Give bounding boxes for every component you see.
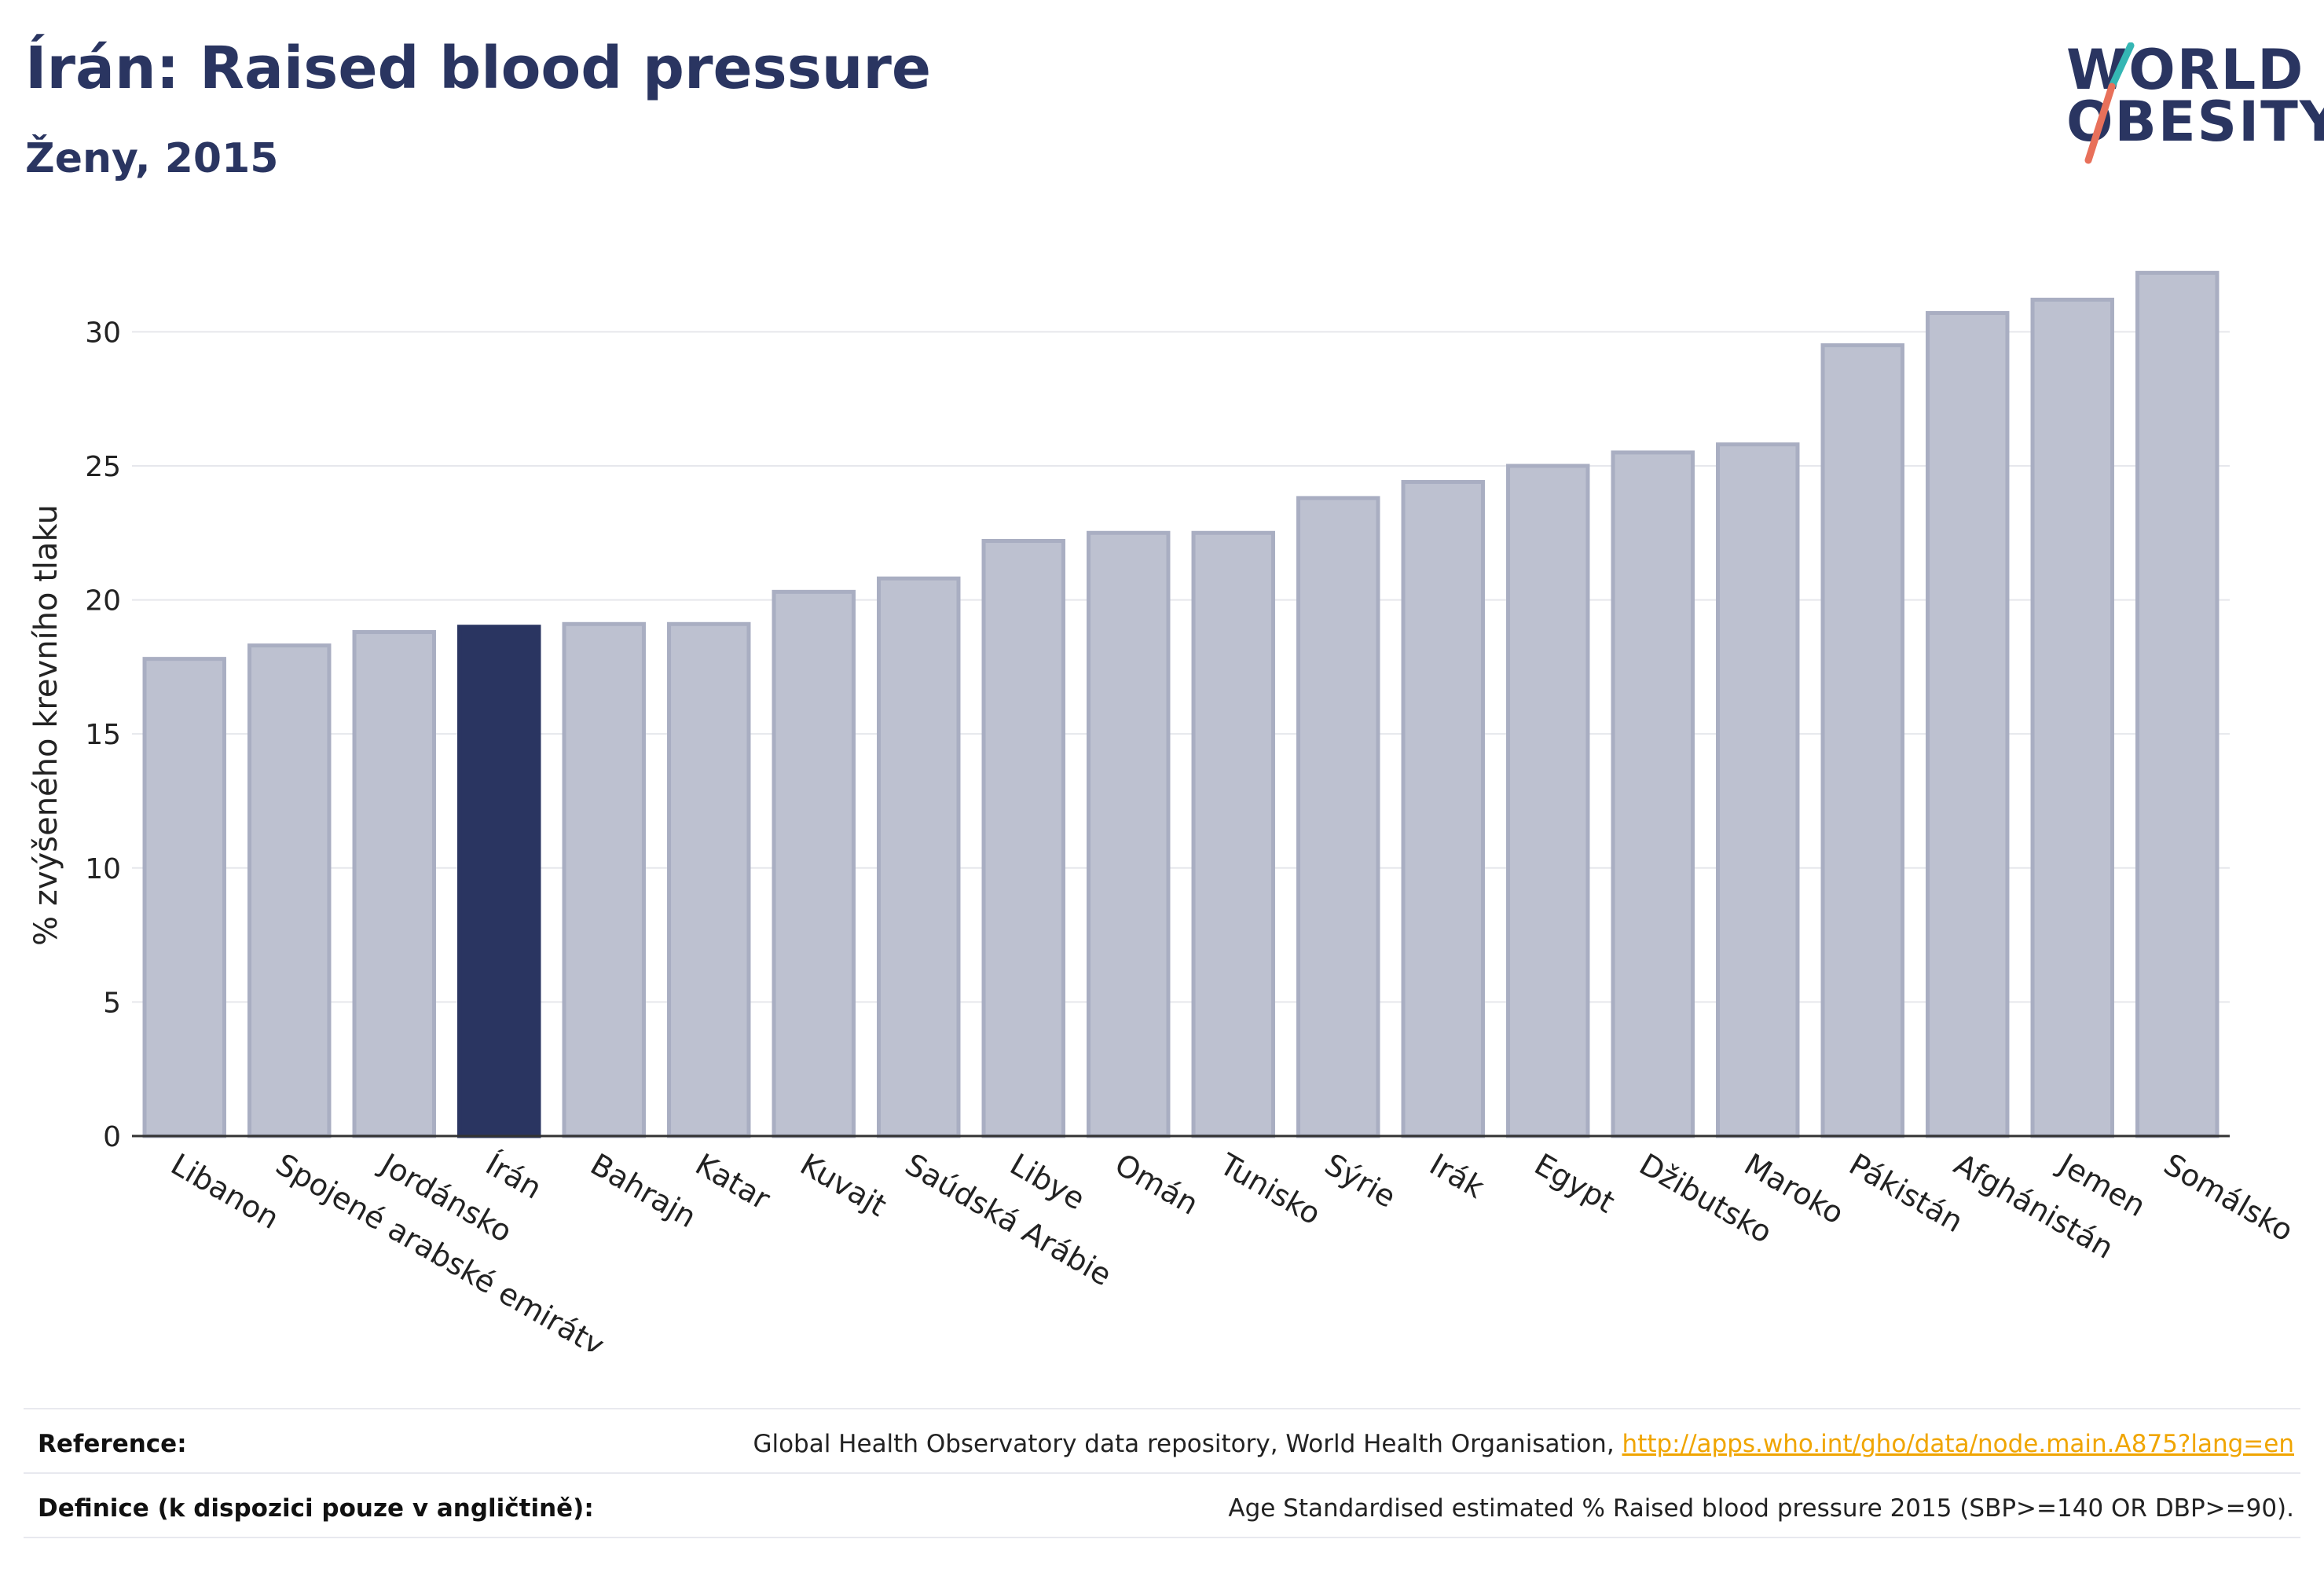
- footer-reference-row: Reference: Global Health Observatory dat…: [38, 1430, 2294, 1477]
- y-tick-label: 10: [85, 853, 121, 885]
- reference-value: Global Health Observatory data repositor…: [753, 1430, 2294, 1458]
- x-tick-label: Pákistán: [1843, 1147, 1969, 1240]
- bars: [142, 270, 2220, 1138]
- bar-10[interactable]: [1191, 530, 1275, 1138]
- bar-17[interactable]: [1926, 310, 2010, 1138]
- bar-9[interactable]: [1087, 530, 1171, 1138]
- bar-19[interactable]: [2135, 270, 2220, 1138]
- y-axis-title: % zvýšeného krevního tlaku: [28, 504, 64, 946]
- footer-divider-bottom: [24, 1537, 2300, 1538]
- footer-divider-middle: [24, 1472, 2300, 1474]
- bar-2[interactable]: [352, 630, 436, 1138]
- x-tick-label: Libanon: [165, 1147, 284, 1236]
- y-tick-label: 25: [85, 451, 121, 483]
- logo-line-world: WORLD: [2066, 38, 2305, 102]
- x-tick-label: Katar: [690, 1147, 776, 1217]
- x-tick-label: Somálsko: [2158, 1147, 2300, 1248]
- bar-0[interactable]: [142, 657, 226, 1138]
- bar-8[interactable]: [981, 539, 1065, 1138]
- logo-slash-icon: [2084, 42, 2135, 164]
- world-obesity-logo[interactable]: WORLD OBESITY: [2051, 38, 2324, 168]
- footer-divider-top: [24, 1408, 2300, 1409]
- bar-14[interactable]: [1611, 450, 1695, 1138]
- y-tick-label: 0: [103, 1121, 121, 1153]
- y-tick-label: 30: [85, 317, 121, 349]
- bar-7[interactable]: [877, 576, 961, 1138]
- bar-15[interactable]: [1716, 442, 1800, 1138]
- footer-definition-row: Definice (k dispozici pouze v angličtině…: [38, 1494, 2294, 1541]
- y-tick-labels: 0 5 10 15 20 25 30: [85, 317, 121, 1153]
- grid-lines: [132, 331, 2230, 1003]
- x-tick-label: Kuvajt: [794, 1147, 892, 1223]
- x-tick-label: Irák: [1424, 1147, 1490, 1205]
- bar-18[interactable]: [2030, 297, 2114, 1138]
- reference-text: Global Health Observatory data repositor…: [753, 1430, 1622, 1458]
- bar-11[interactable]: [1296, 496, 1380, 1138]
- y-tick-label: 15: [85, 719, 121, 751]
- bar-12[interactable]: [1401, 479, 1485, 1138]
- chart-title: Írán: Raised blood pressure: [25, 35, 932, 102]
- bar-16[interactable]: [1820, 343, 1904, 1138]
- definition-value: Age Standardised estimated % Raised bloo…: [1228, 1494, 2294, 1523]
- y-tick-label: 20: [85, 585, 121, 618]
- bar-13[interactable]: [1506, 464, 1590, 1138]
- x-tick-label: Egypt: [1529, 1147, 1621, 1220]
- x-tick-label: Írán: [480, 1147, 548, 1206]
- chart-subtitle: Ženy, 2015: [25, 135, 279, 182]
- reference-label: Reference:: [38, 1430, 187, 1458]
- x-tick-label: Omán: [1109, 1147, 1204, 1222]
- x-tick-label: Tunisko: [1213, 1146, 1326, 1232]
- x-tick-label: Sýrie: [1319, 1147, 1402, 1215]
- reference-link[interactable]: http://apps.who.int/gho/data/node.main.A…: [1622, 1430, 2294, 1458]
- definition-label: Definice (k dispozici pouze v angličtině…: [38, 1494, 594, 1523]
- y-tick-label: 5: [103, 987, 121, 1019]
- bar-3[interactable]: [457, 625, 541, 1138]
- x-tick-label: Bahrajn: [585, 1147, 702, 1235]
- bar-4[interactable]: [562, 621, 646, 1138]
- bar-1[interactable]: [247, 643, 332, 1138]
- bar-6[interactable]: [772, 589, 856, 1138]
- bar-5[interactable]: [667, 621, 751, 1138]
